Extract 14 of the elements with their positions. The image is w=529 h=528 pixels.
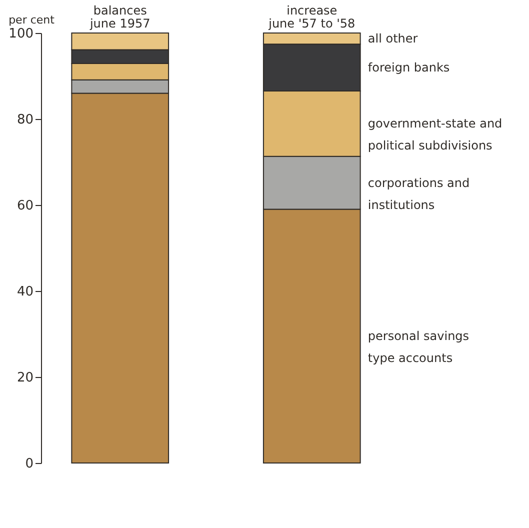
series-label: corporations and institutions <box>368 176 470 212</box>
y-tick-label: 0 <box>25 456 34 472</box>
series-label: personal savings type accounts <box>368 329 470 366</box>
y-tick-label: 80 <box>16 112 34 128</box>
y-axis-title: per cent <box>8 14 56 26</box>
x-tick-label: increase june '57 to '58 <box>268 4 356 30</box>
y-tick-label: 100 <box>8 26 34 42</box>
y-tick-label: 20 <box>16 370 34 386</box>
y-tick-label: 60 <box>16 198 34 214</box>
series-label: government-state and political subdivisions <box>368 116 502 153</box>
x-tick-label: balances june 1957 <box>88 4 150 30</box>
series-label: all other <box>368 32 418 46</box>
series-label: foreign banks <box>368 60 450 75</box>
y-tick-label: 40 <box>16 284 34 300</box>
